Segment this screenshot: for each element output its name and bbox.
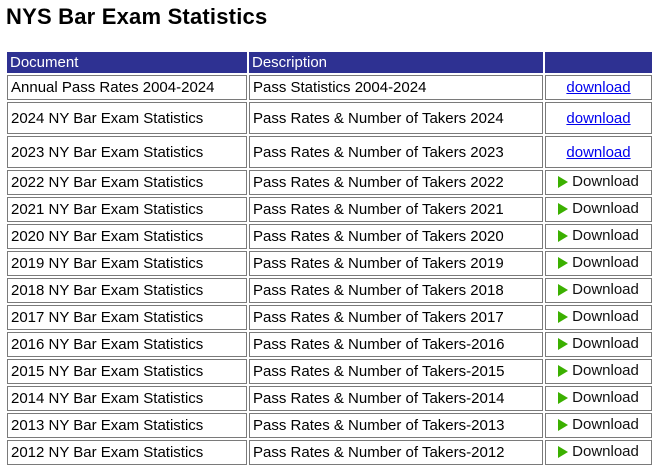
download-label: Download [572, 389, 639, 407]
table-row: 2015 NY Bar Exam Statistics Pass Rates & … [7, 359, 652, 384]
document-cell: 2014 NY Bar Exam Statistics [7, 386, 247, 411]
play-icon [558, 175, 569, 188]
download-button[interactable]: Download [558, 416, 639, 433]
download-label: Download [572, 281, 639, 299]
document-cell: 2024 NY Bar Exam Statistics [7, 102, 247, 134]
description-cell: Pass Rates & Number of Takers 2019 [249, 251, 543, 276]
description-cell: Pass Rates & Number of Takers-2013 [249, 413, 543, 438]
play-icon [558, 364, 569, 377]
description-cell: Pass Rates & Number of Takers 2021 [249, 197, 543, 222]
download-link[interactable]: download [566, 143, 631, 161]
play-icon [558, 337, 569, 350]
download-button[interactable]: Download [558, 254, 639, 271]
download-cell: Download [545, 305, 652, 330]
download-cell: download [545, 75, 652, 100]
document-cell: 2021 NY Bar Exam Statistics [7, 197, 247, 222]
table-row: 2022 NY Bar Exam Statistics Pass Rates & … [7, 170, 652, 195]
table-row: 2016 NY Bar Exam Statistics Pass Rates & … [7, 332, 652, 357]
table-row: 2017 NY Bar Exam Statistics Pass Rates & … [7, 305, 652, 330]
download-cell: Download [545, 440, 652, 465]
document-cell: 2013 NY Bar Exam Statistics [7, 413, 247, 438]
play-icon [558, 418, 569, 431]
description-cell: Pass Rates & Number of Takers 2022 [249, 170, 543, 195]
description-cell: Pass Statistics 2004-2024 [249, 75, 543, 100]
header-description: Description [249, 52, 543, 73]
table-row: 2018 NY Bar Exam Statistics Pass Rates & … [7, 278, 652, 303]
description-cell: Pass Rates & Number of Takers 2023 [249, 136, 543, 168]
download-button[interactable]: Download [558, 443, 639, 460]
description-cell: Pass Rates & Number of Takers-2012 [249, 440, 543, 465]
download-cell: Download [545, 197, 652, 222]
download-cell: Download [545, 413, 652, 438]
play-icon [558, 391, 569, 404]
table-row: 2014 NY Bar Exam Statistics Pass Rates & … [7, 386, 652, 411]
table-row: 2012 NY Bar Exam Statistics Pass Rates & … [7, 440, 652, 465]
table-row: 2021 NY Bar Exam Statistics Pass Rates & … [7, 197, 652, 222]
download-button[interactable]: Download [558, 200, 639, 217]
download-link[interactable]: download [566, 79, 631, 96]
description-cell: Pass Rates & Number of Takers 2018 [249, 278, 543, 303]
download-cell: Download [545, 332, 652, 357]
download-cell: Download [545, 278, 652, 303]
download-label: Download [572, 416, 639, 434]
download-cell: download [545, 136, 652, 168]
page-title: NYS Bar Exam Statistics [6, 4, 268, 29]
description-cell: Pass Rates & Number of Takers-2016 [249, 332, 543, 357]
download-label: Download [572, 200, 639, 218]
document-cell: Annual Pass Rates 2004-2024 [7, 75, 247, 100]
download-cell: Download [545, 224, 652, 249]
document-cell: 2019 NY Bar Exam Statistics [7, 251, 247, 276]
document-cell: 2015 NY Bar Exam Statistics [7, 359, 247, 384]
play-icon [558, 445, 569, 458]
table-header-row: Document Description [7, 52, 652, 73]
table-row: 2023 NY Bar Exam Statistics Pass Rates & … [7, 136, 652, 168]
download-button[interactable]: Download [558, 173, 639, 190]
download-button[interactable]: Download [558, 335, 639, 352]
download-label: Download [572, 443, 639, 461]
description-cell: Pass Rates & Number of Takers-2014 [249, 386, 543, 411]
document-cell: 2017 NY Bar Exam Statistics [7, 305, 247, 330]
download-cell: download [545, 102, 652, 134]
download-cell: Download [545, 170, 652, 195]
document-cell: 2020 NY Bar Exam Statistics [7, 224, 247, 249]
document-cell: 2012 NY Bar Exam Statistics [7, 440, 247, 465]
download-button[interactable]: Download [558, 281, 639, 298]
document-cell: 2016 NY Bar Exam Statistics [7, 332, 247, 357]
description-cell: Pass Rates & Number of Takers 2020 [249, 224, 543, 249]
header-action [545, 52, 652, 73]
download-button[interactable]: Download [558, 389, 639, 406]
description-cell: Pass Rates & Number of Takers-2015 [249, 359, 543, 384]
table-row: 2020 NY Bar Exam Statistics Pass Rates & … [7, 224, 652, 249]
play-icon [558, 283, 569, 296]
play-icon [558, 256, 569, 269]
download-button[interactable]: Download [558, 362, 639, 379]
table-row: Annual Pass Rates 2004-2024 Pass Statisti… [7, 75, 652, 100]
statistics-table: Document Description Annual Pass Rates 2… [5, 50, 654, 467]
document-cell: 2023 NY Bar Exam Statistics [7, 136, 247, 168]
download-label: Download [572, 362, 639, 380]
header-document: Document [7, 52, 247, 73]
download-label: Download [572, 173, 639, 191]
download-cell: Download [545, 251, 652, 276]
description-cell: Pass Rates & Number of Takers 2017 [249, 305, 543, 330]
download-label: Download [572, 308, 639, 326]
table-row: 2024 NY Bar Exam Statistics Pass Rates & … [7, 102, 652, 134]
download-label: Download [572, 254, 639, 272]
download-label: Download [572, 335, 639, 353]
download-cell: Download [545, 386, 652, 411]
download-button[interactable]: Download [558, 227, 639, 244]
play-icon [558, 229, 569, 242]
download-cell: Download [545, 359, 652, 384]
document-cell: 2018 NY Bar Exam Statistics [7, 278, 247, 303]
document-cell: 2022 NY Bar Exam Statistics [7, 170, 247, 195]
download-label: Download [572, 227, 639, 245]
description-cell: Pass Rates & Number of Takers 2024 [249, 102, 543, 134]
table-row: 2013 NY Bar Exam Statistics Pass Rates & … [7, 413, 652, 438]
download-link[interactable]: download [566, 109, 631, 127]
download-button[interactable]: Download [558, 308, 639, 325]
table-row: 2019 NY Bar Exam Statistics Pass Rates & … [7, 251, 652, 276]
play-icon [558, 202, 569, 215]
play-icon [558, 310, 569, 323]
